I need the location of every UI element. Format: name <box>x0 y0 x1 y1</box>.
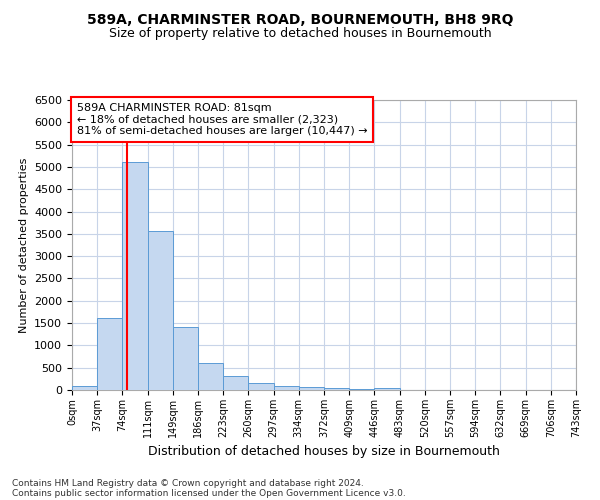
Bar <box>374 388 400 390</box>
Text: 589A CHARMINSTER ROAD: 81sqm
← 18% of detached houses are smaller (2,323)
81% of: 589A CHARMINSTER ROAD: 81sqm ← 18% of de… <box>77 103 368 136</box>
Bar <box>148 231 173 390</box>
Bar <box>274 386 299 390</box>
Bar <box>349 389 374 390</box>
Text: Size of property relative to detached houses in Bournemouth: Size of property relative to detached ho… <box>109 28 491 40</box>
Y-axis label: Number of detached properties: Number of detached properties <box>19 158 29 332</box>
Bar <box>72 386 97 390</box>
Bar <box>324 388 349 390</box>
Text: 589A, CHARMINSTER ROAD, BOURNEMOUTH, BH8 9RQ: 589A, CHARMINSTER ROAD, BOURNEMOUTH, BH8… <box>87 12 513 26</box>
Bar <box>97 318 122 390</box>
Bar <box>248 383 274 390</box>
Bar <box>299 387 324 390</box>
Bar <box>223 376 248 390</box>
Bar <box>122 162 148 390</box>
Bar <box>198 363 223 390</box>
Bar <box>173 326 198 390</box>
Text: Contains HM Land Registry data © Crown copyright and database right 2024.: Contains HM Land Registry data © Crown c… <box>12 478 364 488</box>
Text: Contains public sector information licensed under the Open Government Licence v3: Contains public sector information licen… <box>12 488 406 498</box>
X-axis label: Distribution of detached houses by size in Bournemouth: Distribution of detached houses by size … <box>148 446 500 458</box>
